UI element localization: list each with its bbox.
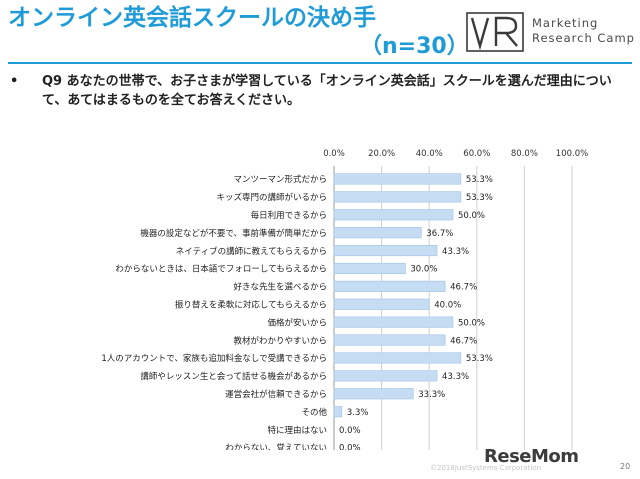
category-label: 振り替えを柔軟に対応してもらえるから <box>175 299 327 310</box>
value-label: 3.3% <box>347 408 369 418</box>
value-label: 0.0% <box>339 444 361 450</box>
value-label: 53.3% <box>466 193 493 203</box>
slide-title: オンライン英会話スクールの決め手 <box>8 5 376 31</box>
value-label: 33.3% <box>418 390 445 400</box>
bars <box>333 173 462 418</box>
page-number: 20 <box>620 462 631 471</box>
value-label: 0.0% <box>339 426 361 436</box>
category-labels: マンツーマン形式だからキッズ専門の講師がいるから毎日利用できるから機器の設定など… <box>101 174 327 450</box>
title-divider <box>8 62 632 64</box>
bar <box>333 262 406 274</box>
category-label: 運営会社が信頼できるから <box>225 389 327 400</box>
category-label: 好きな先生を選べるから <box>233 282 327 293</box>
x-tick-label: 0.0% <box>323 149 345 159</box>
value-labels: 53.3% 53.3% 50.0% 36.7% 43.3% 30.0% 46.7% 40.0%… <box>339 175 493 450</box>
mrc-logo-icon <box>466 12 524 52</box>
bar <box>333 245 438 257</box>
bar <box>333 370 438 382</box>
x-tick-label: 80.0% <box>511 149 538 159</box>
bar <box>333 227 422 239</box>
value-label: 30.0% <box>410 265 437 275</box>
x-tick-label: 100.0% <box>556 149 588 159</box>
question-text: Q9 あなたの世帯で、お子さまが学習している「オンライン英会話」スクールを選んだ… <box>42 74 612 108</box>
bar <box>333 173 462 185</box>
x-tick-label: 20.0% <box>368 149 395 159</box>
value-label: 43.3% <box>442 372 469 382</box>
category-label: 教材がわかりやすいから <box>233 335 327 346</box>
value-label: 36.7% <box>426 229 453 239</box>
category-label: 特に理由はない <box>267 425 327 436</box>
bar <box>333 298 430 310</box>
category-label: ネイティブの講師に教えてもらえるから <box>176 246 327 257</box>
bar <box>333 406 343 418</box>
bar <box>333 280 446 292</box>
category-label: マンツーマン形式だから <box>233 174 327 185</box>
value-label: 53.3% <box>466 175 493 185</box>
category-label: 機器の設定などが不要で、事前準備が簡単だから <box>140 228 327 239</box>
category-label: わからない、覚えていない <box>225 443 327 450</box>
value-label: 46.7% <box>450 336 477 346</box>
value-label: 50.0% <box>458 211 485 221</box>
copyright-text: ©2018JustSystems Corporation <box>430 464 542 472</box>
x-axis-ticks: 0.0% 20.0% 40.0% 60.0% 80.0% 100.0% <box>323 149 588 159</box>
value-label: 50.0% <box>458 318 485 328</box>
category-label: その他 <box>301 407 327 418</box>
bar <box>333 352 462 364</box>
survey-question: • Q9 あなたの世帯で、お子さまが学習している「オンライン英会話」スクールを選… <box>10 72 625 110</box>
watermark-text: ReseMom <box>484 446 579 467</box>
bar <box>333 209 454 221</box>
logo-line-1: Marketing <box>532 16 599 30</box>
category-label: 講師やレッスン生と会って話せる機会があるから <box>140 371 327 382</box>
watermark-logo: ReseMom <box>484 446 579 467</box>
logo-line-2: Research Camp <box>532 31 635 45</box>
category-label: 毎日利用できるから <box>251 210 327 221</box>
category-label: キッズ専門の講師がいるから <box>216 192 327 203</box>
bar <box>333 316 454 328</box>
value-label: 46.7% <box>450 283 477 293</box>
sample-size: （n=30） <box>360 34 469 59</box>
category-label: 1人のアカウントで、家族も追加料金なしで受講できるから <box>101 353 327 364</box>
logo-text: Marketing Research Camp <box>532 16 635 46</box>
category-label: わからないときは、日本語でフォローしてもらえるから <box>115 264 327 275</box>
category-label: 価格が安いから <box>267 317 327 328</box>
bar <box>333 388 414 400</box>
x-tick-label: 60.0% <box>463 149 490 159</box>
bar-chart: 0.0% 20.0% 40.0% 60.0% 80.0% 100.0% マンツーマン形式だ… <box>101 149 588 450</box>
bar <box>333 191 462 203</box>
bullet-point: • <box>10 74 19 89</box>
bar <box>333 334 446 346</box>
value-label: 43.3% <box>442 247 469 257</box>
company-logo: Marketing Research Camp <box>466 10 636 56</box>
value-label: 40.0% <box>434 300 461 310</box>
value-label: 53.3% <box>466 354 493 364</box>
x-tick-label: 40.0% <box>416 149 443 159</box>
